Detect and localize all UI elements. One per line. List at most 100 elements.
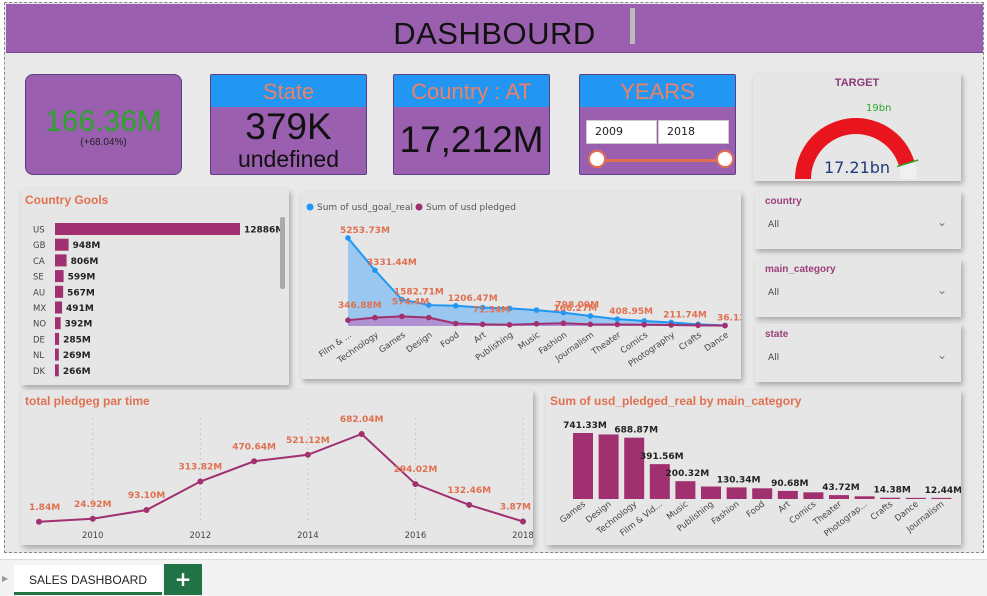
kpi-state-card[interactable]: State 379K undefined [210,74,367,175]
pledged-point [533,321,540,327]
goal-point [587,313,594,319]
country-bar [55,285,64,298]
category-tick-label: Art [777,499,794,515]
goal-data-label: 408.95M [609,307,653,317]
country-value-label: 948M [73,241,101,251]
year-to-input[interactable]: 2018 [658,120,729,144]
category-data-label: 391.56M [640,452,684,462]
target-title: TARGET [834,77,880,89]
country-tick-label: DE [33,335,45,345]
kpi-state-sub: undefined [237,146,340,172]
goal-data-label: 5253.73M [340,226,390,236]
x-tick-label: 2016 [405,531,427,541]
dashboard-canvas: DASHBOURD 166.36M (+68.04%) State 379K u… [4,2,984,553]
category-data-label: 741.33M [563,421,607,431]
country-tick-label: AU [33,288,45,298]
pledged-data-label: 346.88M [338,301,382,311]
pledged-time-line [38,432,524,523]
country-slicer-value: All [768,220,780,230]
pledged-time-point [251,458,258,465]
years-slicer-card: YEARS 2009 2018 [579,74,736,175]
country-value-label: 269M [63,351,91,361]
category-tick-label: Games [558,499,588,526]
category-data-label: 14.38M [873,486,910,496]
main-category-slicer[interactable]: main_category All ⌄ [755,259,961,317]
year-to-handle[interactable] [716,150,734,168]
pledged-time-point [143,506,150,513]
category-data-label: 43.72M [822,483,859,493]
pledged-time-title: total pledgeg par time [25,394,150,408]
pledged-time-point [304,451,311,458]
chevron-down-icon[interactable]: ⌄ [936,283,947,297]
state-slicer-title: state [765,329,789,340]
pledged-time-data-label: 294.02M [394,465,438,475]
goal-data-label: 3331.44M [367,258,417,268]
goal-point [399,296,405,303]
category-bar [701,486,721,499]
category-bar [598,434,619,499]
country-value-label: 806M [71,257,99,267]
pledged-time-chart: 2010 2012 2014 2016 2018 1.84M 24.92M 93.10M 313… [29,415,533,541]
kpi-total-change: (+68.04%) [80,137,127,148]
country-value-label: 285M [63,335,91,345]
country-bar [55,317,61,330]
year-from-handle[interactable] [588,150,606,168]
pledged-category-title: Sum of usd_pledged_real by main_category [550,394,802,408]
country-bar [55,348,59,361]
kpi-country-header: Country : AT [394,75,549,107]
goal-vs-pledged-chart: Sum of usd_goal_real Sum of usd pledged … [306,203,741,370]
pledged-time-data-label: 682.04M [340,415,384,425]
sheet-tab-bar: ▶ SALES DASHBOARD + [0,559,987,596]
year-from-input[interactable]: 2009 [586,120,657,144]
category-data-label: 12.44M [925,486,961,496]
x-tick-label: 2018 [512,531,533,541]
goal-point [533,307,540,313]
pledged-time-data-label: 313.82M [178,463,222,473]
goal-point [372,267,378,273]
pledged-time-point [412,481,419,488]
category-bar [624,437,645,499]
goal-point [452,302,459,309]
pledged-point [506,322,513,328]
country-value-label: 12886M [244,226,284,236]
country-tick-label: US [33,226,45,236]
pledged-category-card[interactable]: Sum of usd_pledged_real by main_category… [546,390,961,545]
x-tick-label: 2014 [297,531,319,541]
goal-data-label: 1582.71M [394,287,444,297]
goal-vs-pledged-card[interactable]: Sum of usd_goal_real Sum of usd pledged … [301,192,741,379]
chevron-down-icon[interactable]: ⌄ [936,215,947,229]
country-bar [55,270,64,283]
pledged-time-card[interactable]: total pledgeg par time 2010 2012 2014 2016 2… [21,390,533,545]
country-goals-card[interactable]: Country Gools US 12886M GB 948M CA 806M SE 599M… [21,189,289,385]
kpi-country-card[interactable]: Country : AT 17,212M [393,74,550,175]
country-value-label: 567M [67,288,95,298]
pledged-data-label: 574.4M [392,297,429,307]
add-sheet-button[interactable]: + [164,564,202,595]
target-gauge-card[interactable]: TARGET 19bn 17.21bn [753,73,961,181]
kpi-total-card[interactable]: 166.36M (+68.04%) [25,74,182,175]
pledged-point [560,320,567,327]
pledged-time-point [36,518,42,525]
category-data-label: 200.32M [666,469,710,479]
pledged-time-data-label: 1.84M [29,503,60,513]
country-list-scrollbar[interactable] [280,217,285,289]
pledged-data-label: 71.34M [473,305,510,315]
state-slicer[interactable]: state All ⌄ [755,324,961,382]
tab-sales-dashboard[interactable]: SALES DASHBOARD [14,565,162,595]
country-slicer[interactable]: country All ⌄ [755,191,961,249]
scroll-left-icon[interactable]: ▶ [2,574,9,583]
x-tick-label: 2010 [82,531,104,541]
goal-point [345,235,351,241]
category-bar [777,490,798,499]
legend-pledged-marker [415,203,423,211]
chevron-down-icon[interactable]: ⌄ [936,348,947,362]
goal-point [506,305,513,312]
legend-pledged-label: Sum of usd pledged [426,203,516,213]
category-tick-label: Design [405,330,435,355]
country-bar [55,364,59,377]
goal-point [479,304,486,311]
goal-point [614,316,621,322]
category-tick-label: Dance [703,330,731,354]
category-data-label: 90.68M [771,479,808,489]
category-bar [726,487,747,499]
